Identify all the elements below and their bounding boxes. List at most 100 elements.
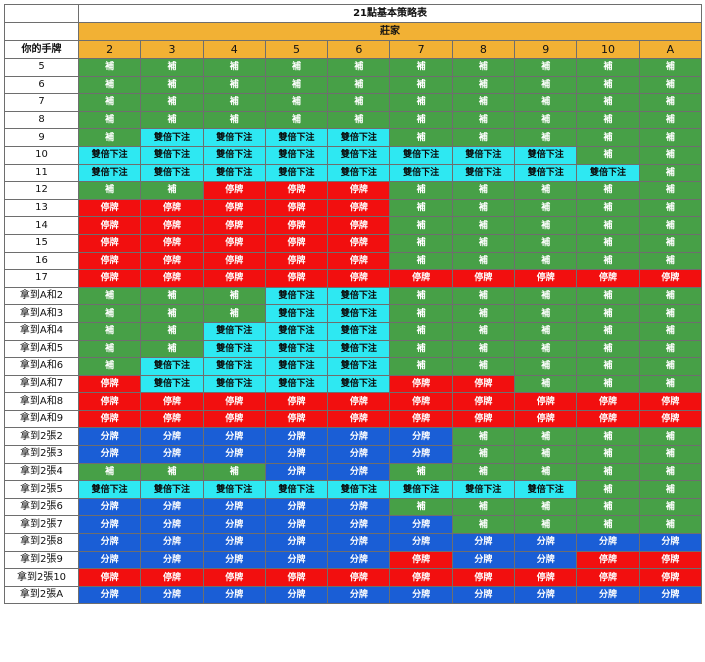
action-cell: 補 [576, 216, 640, 235]
action-cell: 補 [638, 339, 703, 359]
action-cell: 補 [202, 75, 266, 95]
action-cell: 停牌 [576, 269, 640, 288]
action-cell: 分牌 [77, 427, 142, 447]
action-cell: 分牌 [202, 585, 266, 605]
table-row: 16 停牌 停牌 停牌 停牌 停牌補補補補補 [4, 251, 703, 271]
action-cell: 雙倍下注 [264, 163, 329, 183]
action-cell: 停牌 [638, 409, 703, 429]
action-cell: 分牌 [264, 427, 329, 447]
action-cell: 補 [638, 462, 703, 482]
action-cell: 補 [576, 198, 640, 218]
action-cell: 補 [77, 357, 142, 376]
action-cell: 分牌 [451, 550, 516, 570]
action-cell: 補 [140, 321, 204, 341]
action-cell: 補 [638, 357, 703, 376]
action-cell: 雙倍下注 [576, 163, 640, 183]
action-cell: 補 [140, 286, 204, 306]
action-cell: 補 [514, 110, 578, 130]
hand-column-header: 你的手牌 [4, 40, 79, 59]
action-cell: 補 [576, 427, 640, 447]
dealer-upcard-2: 2 [77, 40, 142, 59]
action-cell: 補 [451, 233, 516, 253]
action-cell: 補 [451, 462, 516, 482]
action-cell: 雙倍下注 [327, 163, 391, 183]
action-cell: 分牌 [77, 445, 142, 464]
action-cell: 分牌 [389, 533, 453, 552]
action-cell: 補 [638, 163, 703, 183]
action-cell: 雙倍下注 [264, 128, 329, 147]
player-hand-cell: 拿到2張3 [4, 445, 79, 464]
action-cell: 停牌 [451, 568, 516, 587]
action-cell: 分牌 [140, 497, 204, 517]
action-cell: 分牌 [77, 533, 142, 552]
action-cell: 補 [514, 286, 578, 306]
action-cell: 停牌 [264, 251, 329, 271]
table-row: 拿到2張9 分牌 分牌 分牌 分牌 分牌 停牌 分牌 分牌 停牌 停牌 [4, 550, 703, 570]
action-cell: 分牌 [202, 533, 266, 552]
action-cell: 雙倍下注 [389, 163, 453, 183]
action-cell: 停牌 [327, 233, 391, 253]
action-cell: 停牌 [638, 269, 703, 288]
action-cell: 停牌 [264, 216, 329, 235]
player-hand-cell: 拿到2張9 [4, 550, 79, 570]
table-title: 21點基本策略表 [77, 4, 703, 23]
action-cell: 雙倍下注 [77, 145, 142, 165]
action-cell: 分牌 [140, 585, 204, 605]
table-row: 拿到2張3 分牌 分牌 分牌 分牌 分牌 分牌補補補補 [4, 445, 703, 464]
action-cell: 雙倍下注 [264, 321, 329, 341]
action-cell: 雙倍下注 [202, 339, 266, 359]
player-hand-cell: 8 [4, 110, 79, 130]
action-cell: 補 [514, 75, 578, 95]
action-cell: 分牌 [202, 497, 266, 517]
action-cell: 補 [264, 58, 329, 77]
action-cell: 雙倍下注 [327, 374, 391, 394]
action-cell: 分牌 [638, 533, 703, 552]
action-cell: 補 [389, 497, 453, 517]
action-cell: 停牌 [77, 374, 142, 394]
action-cell: 分牌 [77, 550, 142, 570]
action-cell: 停牌 [140, 568, 204, 587]
action-cell: 補 [389, 339, 453, 359]
action-cell: 分牌 [638, 585, 703, 605]
action-cell: 雙倍下注 [451, 480, 516, 499]
action-cell: 補 [514, 128, 578, 147]
action-cell: 補 [576, 93, 640, 112]
player-hand-cell: 拿到2張A [4, 585, 79, 605]
action-cell: 雙倍下注 [327, 145, 391, 165]
action-cell: 分牌 [140, 427, 204, 447]
action-cell: 停牌 [140, 251, 204, 271]
action-cell: 補 [451, 427, 516, 447]
action-cell: 停牌 [140, 216, 204, 235]
action-cell: 停牌 [327, 409, 391, 429]
action-cell: 分牌 [389, 515, 453, 535]
action-cell: 分牌 [327, 533, 391, 552]
action-cell: 分牌 [140, 445, 204, 464]
action-cell: 雙倍下注 [77, 163, 142, 183]
action-cell: 分牌 [264, 550, 329, 570]
action-cell: 補 [514, 181, 578, 200]
action-cell: 停牌 [202, 233, 266, 253]
action-cell: 補 [514, 304, 578, 323]
action-cell: 補 [389, 233, 453, 253]
action-cell: 分牌 [140, 533, 204, 552]
action-cell: 雙倍下注 [202, 163, 266, 183]
action-cell: 補 [451, 497, 516, 517]
action-cell: 補 [451, 339, 516, 359]
action-cell: 雙倍下注 [264, 304, 329, 323]
player-hand-cell: 拿到2張7 [4, 515, 79, 535]
action-cell: 停牌 [389, 392, 453, 411]
action-cell: 雙倍下注 [202, 357, 266, 376]
player-hand-cell: 拿到A和6 [4, 357, 79, 376]
action-cell: 分牌 [514, 585, 578, 605]
upcard-row: 你的手牌 2 3 4 5 6 7 8 9 10 A [4, 40, 703, 59]
action-cell: 停牌 [389, 409, 453, 429]
table-row: 10 雙倍下注 雙倍下注 雙倍下注 雙倍下注 雙倍下注 雙倍下注 雙倍下注 雙倍下注補補 [4, 145, 703, 165]
action-cell: 補 [451, 93, 516, 112]
action-cell: 補 [451, 216, 516, 235]
dealer-upcard-5: 5 [264, 40, 329, 59]
table-row: 14 停牌 停牌 停牌 停牌 停牌補補補補補 [4, 216, 703, 235]
action-cell: 補 [576, 515, 640, 535]
action-cell: 補 [576, 181, 640, 200]
corner-blank-cell-2 [4, 22, 79, 41]
